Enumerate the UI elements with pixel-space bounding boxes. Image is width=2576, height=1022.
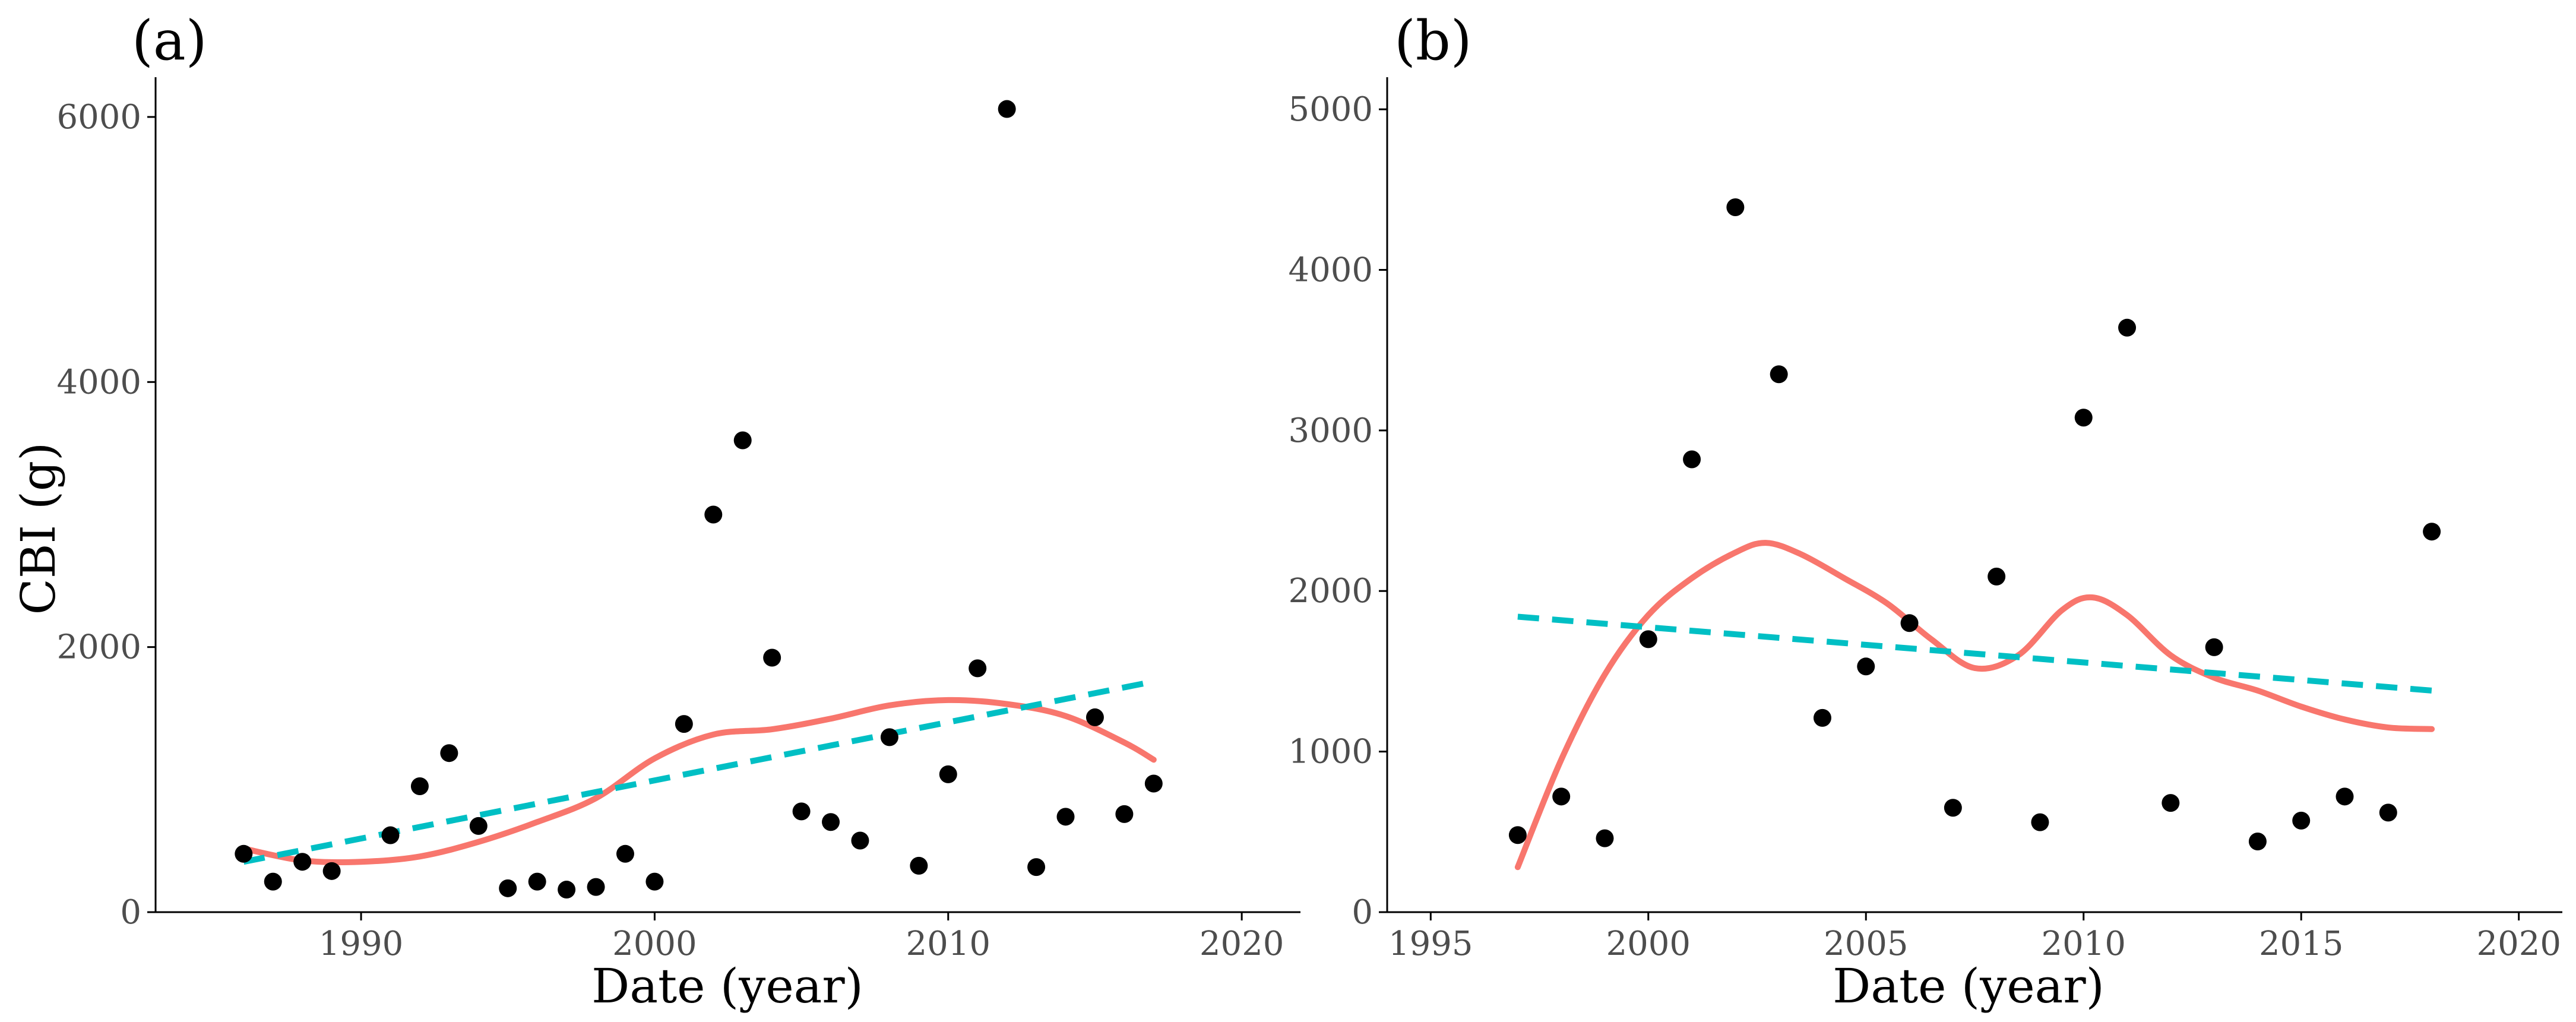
panel-a-data-point <box>264 872 282 891</box>
panel-a-data-point <box>939 765 957 783</box>
panel-a-data-point <box>440 744 458 762</box>
panel-b-y-tick-label: 1000 <box>1288 733 1373 771</box>
panel-a-x-tick-label: 2020 <box>1200 925 1284 963</box>
panel-b-data-point <box>2379 803 2397 822</box>
panel-b-x-axis-title: Date (year) <box>1833 958 2105 1014</box>
panel-a-x-tick-label: 1990 <box>319 925 404 963</box>
panel-a-lines <box>240 678 1157 865</box>
panel-b-data-point <box>1508 826 1527 844</box>
panel-b-lines <box>1514 540 2435 871</box>
panel-a-data-point <box>910 856 928 875</box>
panel-a-data-point <box>998 100 1016 118</box>
panel-b-loess-line <box>1514 540 2435 871</box>
panel-a-x-tick-label: 2010 <box>906 925 991 963</box>
panel-a-data-point <box>322 862 341 880</box>
panel-b-data-point <box>1552 787 1571 806</box>
panel-a-data-point <box>792 802 811 821</box>
panel-a-data-point <box>469 817 488 835</box>
panel-b-linear-line <box>1517 613 2432 694</box>
panel-b-data-point <box>1639 630 1657 648</box>
panel-a-points <box>235 100 1163 899</box>
panel-a-y-axis-title: CBI (g) <box>11 442 66 615</box>
panel-a-data-point <box>675 715 693 733</box>
panel-a-linear-line <box>243 678 1154 865</box>
panel-b-data-point <box>1813 708 1831 727</box>
panel-b-data-point <box>1770 365 1788 384</box>
panel-a-data-point <box>1086 708 1104 726</box>
panel-a-data-point <box>235 844 253 863</box>
panel-a-data-point <box>410 777 429 795</box>
panel-a-loess-line <box>240 697 1157 865</box>
panel-a-data-point <box>528 872 546 891</box>
panel-a-ticks: 0 2000 4000 6000 1990 2000 2010 2020 <box>56 77 1300 963</box>
panel-b-x-tick-label: 2005 <box>1824 925 1909 963</box>
panel-b-data-point <box>1596 829 1614 847</box>
panel-a-data-point <box>499 879 517 897</box>
panel-a-data-point <box>558 881 576 899</box>
panel-a-y-tick-label: 4000 <box>56 363 141 401</box>
panel-b-x-tick-label: 2000 <box>1606 925 1691 963</box>
panel-a: (a) CBI (g) Date (year) 0 2000 4000 6000 199… <box>11 9 1300 1014</box>
panel-a-data-point <box>293 853 312 871</box>
panel-a-x-axis-title: Date (year) <box>591 958 863 1014</box>
panel-b-data-point <box>2031 813 2049 831</box>
panel-b-data-point <box>2162 794 2180 812</box>
panel-a-y-tick-label: 2000 <box>56 628 141 667</box>
panel-a-y-tick-label: 0 <box>120 893 141 932</box>
panel-b-data-point <box>1857 657 1875 676</box>
panel-b-data-point <box>2118 318 2137 337</box>
panel-b-data-point <box>1683 450 1701 469</box>
panel-a-y-tick-label: 6000 <box>56 98 141 137</box>
panel-b-x-tick-label: 2020 <box>2476 925 2561 963</box>
panel-b-data-point <box>2336 787 2354 806</box>
panel-b-data-point <box>2074 409 2093 427</box>
panel-a-data-point <box>1056 808 1075 826</box>
panel-b-y-tick-label: 4000 <box>1288 251 1373 289</box>
panel-a-data-point <box>645 872 664 891</box>
panel-a-data-point <box>880 728 898 746</box>
panel-b-y-tick-label: 5000 <box>1288 90 1373 129</box>
panel-b-data-point <box>1726 198 1745 217</box>
panel-a-data-point <box>1027 858 1046 877</box>
panel-b-ticks: 0 1000 2000 3000 4000 5000 1995 2000 2005 2010 201… <box>1288 77 2562 963</box>
panel-b-data-point <box>2292 811 2311 830</box>
panel-b-points <box>1508 198 2441 851</box>
panel-b-data-point <box>1988 567 2006 586</box>
panel-b-data-point <box>2248 833 2267 851</box>
panel-a-data-point <box>1144 774 1163 793</box>
panel-a-data-point <box>851 831 869 850</box>
panel-b-data-point <box>1900 614 1919 632</box>
panel-b-data-point <box>1944 799 1962 817</box>
panel-b: (b) Date (year) 0 1000 2000 3000 4000 5000 199… <box>1288 9 2562 1014</box>
panel-a-data-point <box>616 844 634 863</box>
panel-b-data-point <box>2205 638 2223 656</box>
panel-b-x-tick-label: 1995 <box>1388 925 1473 963</box>
panel-b-x-tick-label: 2015 <box>2259 925 2344 963</box>
panel-a-data-point <box>763 648 781 667</box>
panel-b-y-tick-label: 2000 <box>1288 572 1373 610</box>
panel-b-x-tick-label: 2010 <box>2041 925 2126 963</box>
panel-a-x-tick-label: 2000 <box>612 925 697 963</box>
panel-a-data-point <box>704 505 723 524</box>
panel-b-data-point <box>2423 523 2441 541</box>
panel-a-data-point <box>822 813 840 831</box>
panel-b-y-tick-label: 0 <box>1352 893 1373 932</box>
panel-b-label: (b) <box>1394 9 1472 72</box>
panel-a-data-point <box>587 878 605 896</box>
panel-a-data-point <box>733 431 752 450</box>
panel-a-label: (a) <box>132 9 207 72</box>
panel-b-y-tick-label: 3000 <box>1288 412 1373 450</box>
panel-a-data-point <box>381 826 400 844</box>
panel-a-data-point <box>1115 805 1134 823</box>
panel-a-data-point <box>969 659 987 678</box>
